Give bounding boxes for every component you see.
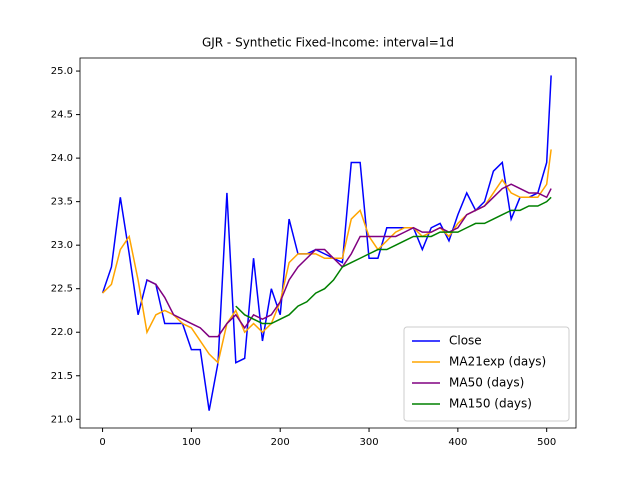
y-tick-label: 22.5 [51, 284, 73, 295]
legend-label: MA50 (days) [449, 376, 524, 390]
x-tick-label: 300 [359, 437, 378, 448]
plot-frame [79, 57, 577, 429]
legend-label: MA150 (days) [449, 397, 532, 411]
y-tick-label: 25.0 [51, 66, 73, 77]
chart-title: GJR - Synthetic Fixed-Income: interval=1… [202, 36, 454, 50]
x-tick-label: 0 [99, 437, 105, 448]
y-tick-label: 24.0 [51, 153, 73, 164]
y-tick-label: 21.0 [51, 414, 73, 425]
series-line [235, 196, 552, 325]
series-line [146, 183, 552, 338]
legend-label: MA21exp (days) [449, 355, 546, 369]
y-tick-label: 22.0 [51, 327, 73, 338]
y-tick-label: 21.5 [51, 371, 73, 382]
y-tick-label: 23.5 [51, 197, 73, 208]
x-tick-label: 200 [271, 437, 290, 448]
series-line [101, 75, 552, 411]
y-tick-label: 23.0 [51, 240, 73, 251]
x-tick-label: 100 [182, 437, 201, 448]
legend-box [403, 326, 570, 422]
x-tick-label: 400 [448, 437, 467, 448]
legend-label: Close [449, 334, 482, 348]
x-tick-label: 500 [537, 437, 556, 448]
y-tick-label: 24.5 [51, 110, 73, 121]
